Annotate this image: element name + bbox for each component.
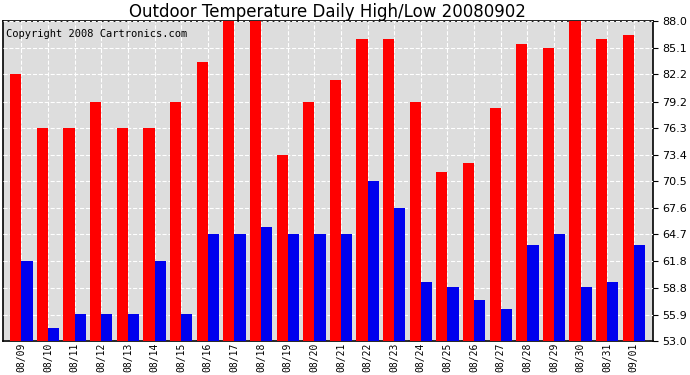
Bar xyxy=(383,39,394,342)
Bar xyxy=(224,21,235,342)
Bar xyxy=(128,314,139,342)
Bar xyxy=(117,128,128,342)
Bar xyxy=(144,128,155,342)
Bar xyxy=(501,309,512,342)
Bar xyxy=(596,39,607,342)
Bar xyxy=(516,44,527,342)
Bar xyxy=(170,102,181,342)
Bar xyxy=(463,163,474,342)
Bar xyxy=(10,74,21,342)
Bar xyxy=(622,34,634,342)
Bar xyxy=(421,282,432,342)
Bar xyxy=(634,245,645,342)
Bar xyxy=(394,208,406,342)
Bar xyxy=(250,21,261,342)
Bar xyxy=(208,234,219,342)
Bar xyxy=(261,227,273,342)
Text: Copyright 2008 Cartronics.com: Copyright 2008 Cartronics.com xyxy=(6,29,187,39)
Bar xyxy=(75,314,86,342)
Bar xyxy=(341,234,352,342)
Bar xyxy=(315,234,326,342)
Bar xyxy=(181,314,193,342)
Bar xyxy=(330,81,341,342)
Bar xyxy=(48,328,59,342)
Bar xyxy=(235,234,246,342)
Bar xyxy=(197,62,208,342)
Bar xyxy=(436,172,447,342)
Bar xyxy=(155,261,166,342)
Bar xyxy=(569,21,580,342)
Bar xyxy=(447,286,459,342)
Bar xyxy=(21,261,32,342)
Bar xyxy=(474,300,485,342)
Bar xyxy=(489,108,501,342)
Bar xyxy=(277,154,288,342)
Bar xyxy=(37,128,48,342)
Bar xyxy=(527,245,538,342)
Title: Outdoor Temperature Daily High/Low 20080902: Outdoor Temperature Daily High/Low 20080… xyxy=(129,3,526,21)
Bar xyxy=(63,128,75,342)
Bar xyxy=(543,48,554,342)
Bar xyxy=(303,102,315,342)
Bar xyxy=(357,39,368,342)
Bar xyxy=(90,102,101,342)
Bar xyxy=(554,234,565,342)
Bar xyxy=(101,314,112,342)
Bar xyxy=(410,102,421,342)
Bar xyxy=(288,234,299,342)
Bar xyxy=(607,282,618,342)
Bar xyxy=(368,181,379,342)
Bar xyxy=(580,286,592,342)
